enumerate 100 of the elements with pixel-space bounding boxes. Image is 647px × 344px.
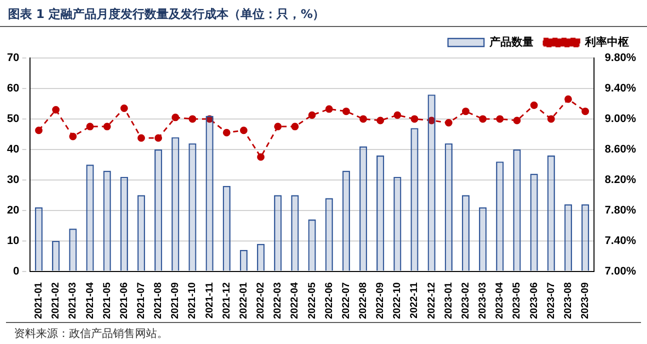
point	[222, 128, 230, 136]
bar	[120, 176, 128, 271]
point	[462, 108, 470, 116]
x-tick-label: 2021-11	[204, 282, 216, 318]
bar	[547, 156, 555, 271]
point	[188, 115, 196, 123]
bar	[342, 170, 350, 271]
bar	[240, 250, 248, 271]
y-tick-label: 20	[6, 204, 20, 216]
y-tick-label: 70	[6, 52, 20, 64]
point	[376, 116, 384, 124]
x-tick-label: 2023-05	[512, 282, 523, 320]
legend-label: 利率中枢	[584, 36, 629, 49]
x-tick-label: 2023-02	[460, 282, 472, 320]
bar	[428, 94, 436, 271]
bar	[103, 170, 111, 271]
bar	[206, 116, 214, 271]
x-tick-label: 2021-07	[136, 282, 147, 320]
x-tick-label: 2022-12	[426, 282, 438, 320]
y2-tick-label: 8.20%	[604, 174, 636, 186]
bar	[325, 198, 333, 271]
point	[86, 122, 94, 130]
x-tick-label: 2021-06	[118, 282, 130, 320]
bar	[581, 204, 590, 271]
point	[291, 122, 299, 130]
x-tick-label: 2021-09	[170, 282, 182, 320]
bar	[274, 195, 282, 271]
bar	[188, 143, 196, 271]
x-tick-label: 2022-09	[375, 282, 386, 320]
point	[582, 108, 590, 116]
x-tick-label: 2023-01	[443, 282, 454, 320]
text: 资料来源：政信产品销售网站。	[6, 322, 641, 344]
bar	[86, 164, 94, 271]
x-tick-label: 2023-08	[562, 282, 574, 320]
bar	[359, 146, 368, 271]
point	[479, 115, 487, 123]
y2-tick-label: 9.00%	[604, 112, 636, 125]
x-tick-label: 2021-12	[221, 282, 232, 320]
point	[513, 116, 521, 124]
point	[69, 132, 77, 140]
x-tick-label: 2022-10	[392, 282, 404, 320]
point	[547, 115, 555, 123]
point	[274, 122, 282, 130]
bar	[410, 128, 418, 271]
bar	[513, 149, 521, 271]
bar	[154, 149, 162, 271]
y-tick-label: 30	[6, 174, 20, 186]
y2-tick-label: 7.40%	[604, 234, 636, 247]
x-tick-label: 2021-04	[84, 282, 96, 320]
bar	[376, 156, 384, 271]
point	[154, 134, 162, 142]
point	[103, 122, 111, 130]
point	[308, 111, 316, 119]
x-tick-label: 2023-04	[494, 282, 506, 320]
point	[564, 95, 572, 103]
x-tick-label: 2023-03	[478, 282, 489, 320]
point	[137, 134, 145, 142]
point	[35, 126, 43, 134]
bar	[222, 186, 230, 271]
chart-title: 图表 1 定融产品月度发行数量及发行成本（单位：只，%）	[0, 0, 647, 27]
point	[172, 114, 180, 122]
bar	[394, 176, 402, 271]
bar	[564, 204, 572, 271]
point	[360, 115, 368, 123]
x-tick-label: 2022-11	[409, 282, 420, 318]
y-tick-label: 50	[6, 112, 20, 125]
x-tick-label: 2023-06	[528, 282, 540, 320]
y2-tick-label: 8.60%	[604, 143, 636, 156]
x-tick-label: 2021-10	[187, 282, 198, 320]
point	[530, 101, 538, 109]
y2-tick-label: 7.00%	[604, 265, 636, 278]
bar	[291, 195, 299, 271]
x-tick-label: 2021-08	[153, 282, 164, 320]
bar	[462, 195, 470, 271]
point	[325, 105, 333, 113]
bar	[308, 220, 316, 271]
x-tick-label: 2022-07	[340, 282, 352, 320]
bar	[444, 143, 452, 271]
x-tick-label: 2022-03	[272, 282, 284, 320]
y2-tick-label: 9.80%	[604, 52, 636, 64]
x-tick-label: 2021-02	[50, 282, 62, 320]
x-tick-label: 2023-09	[580, 282, 592, 320]
x-tick-label: 2022-05	[306, 282, 318, 320]
bar	[137, 195, 146, 271]
x-tick-label: 2023-07	[546, 282, 557, 320]
bar	[34, 207, 43, 271]
point	[120, 104, 128, 112]
x-tick-label: 2022-01	[238, 282, 250, 320]
y-tick-label: 10	[6, 234, 20, 247]
bar	[69, 228, 77, 271]
x-tick-label: 2022-02	[256, 282, 267, 320]
y2-tick-label: 7.80%	[604, 204, 636, 216]
point	[410, 115, 418, 123]
point	[240, 126, 248, 134]
y2-tick-label: 9.40%	[604, 82, 636, 95]
bar	[478, 207, 487, 271]
x-tick-label: 2022-06	[324, 282, 335, 320]
bar	[256, 244, 265, 271]
x-tick-label: 2021-05	[102, 282, 113, 320]
point	[257, 153, 265, 161]
